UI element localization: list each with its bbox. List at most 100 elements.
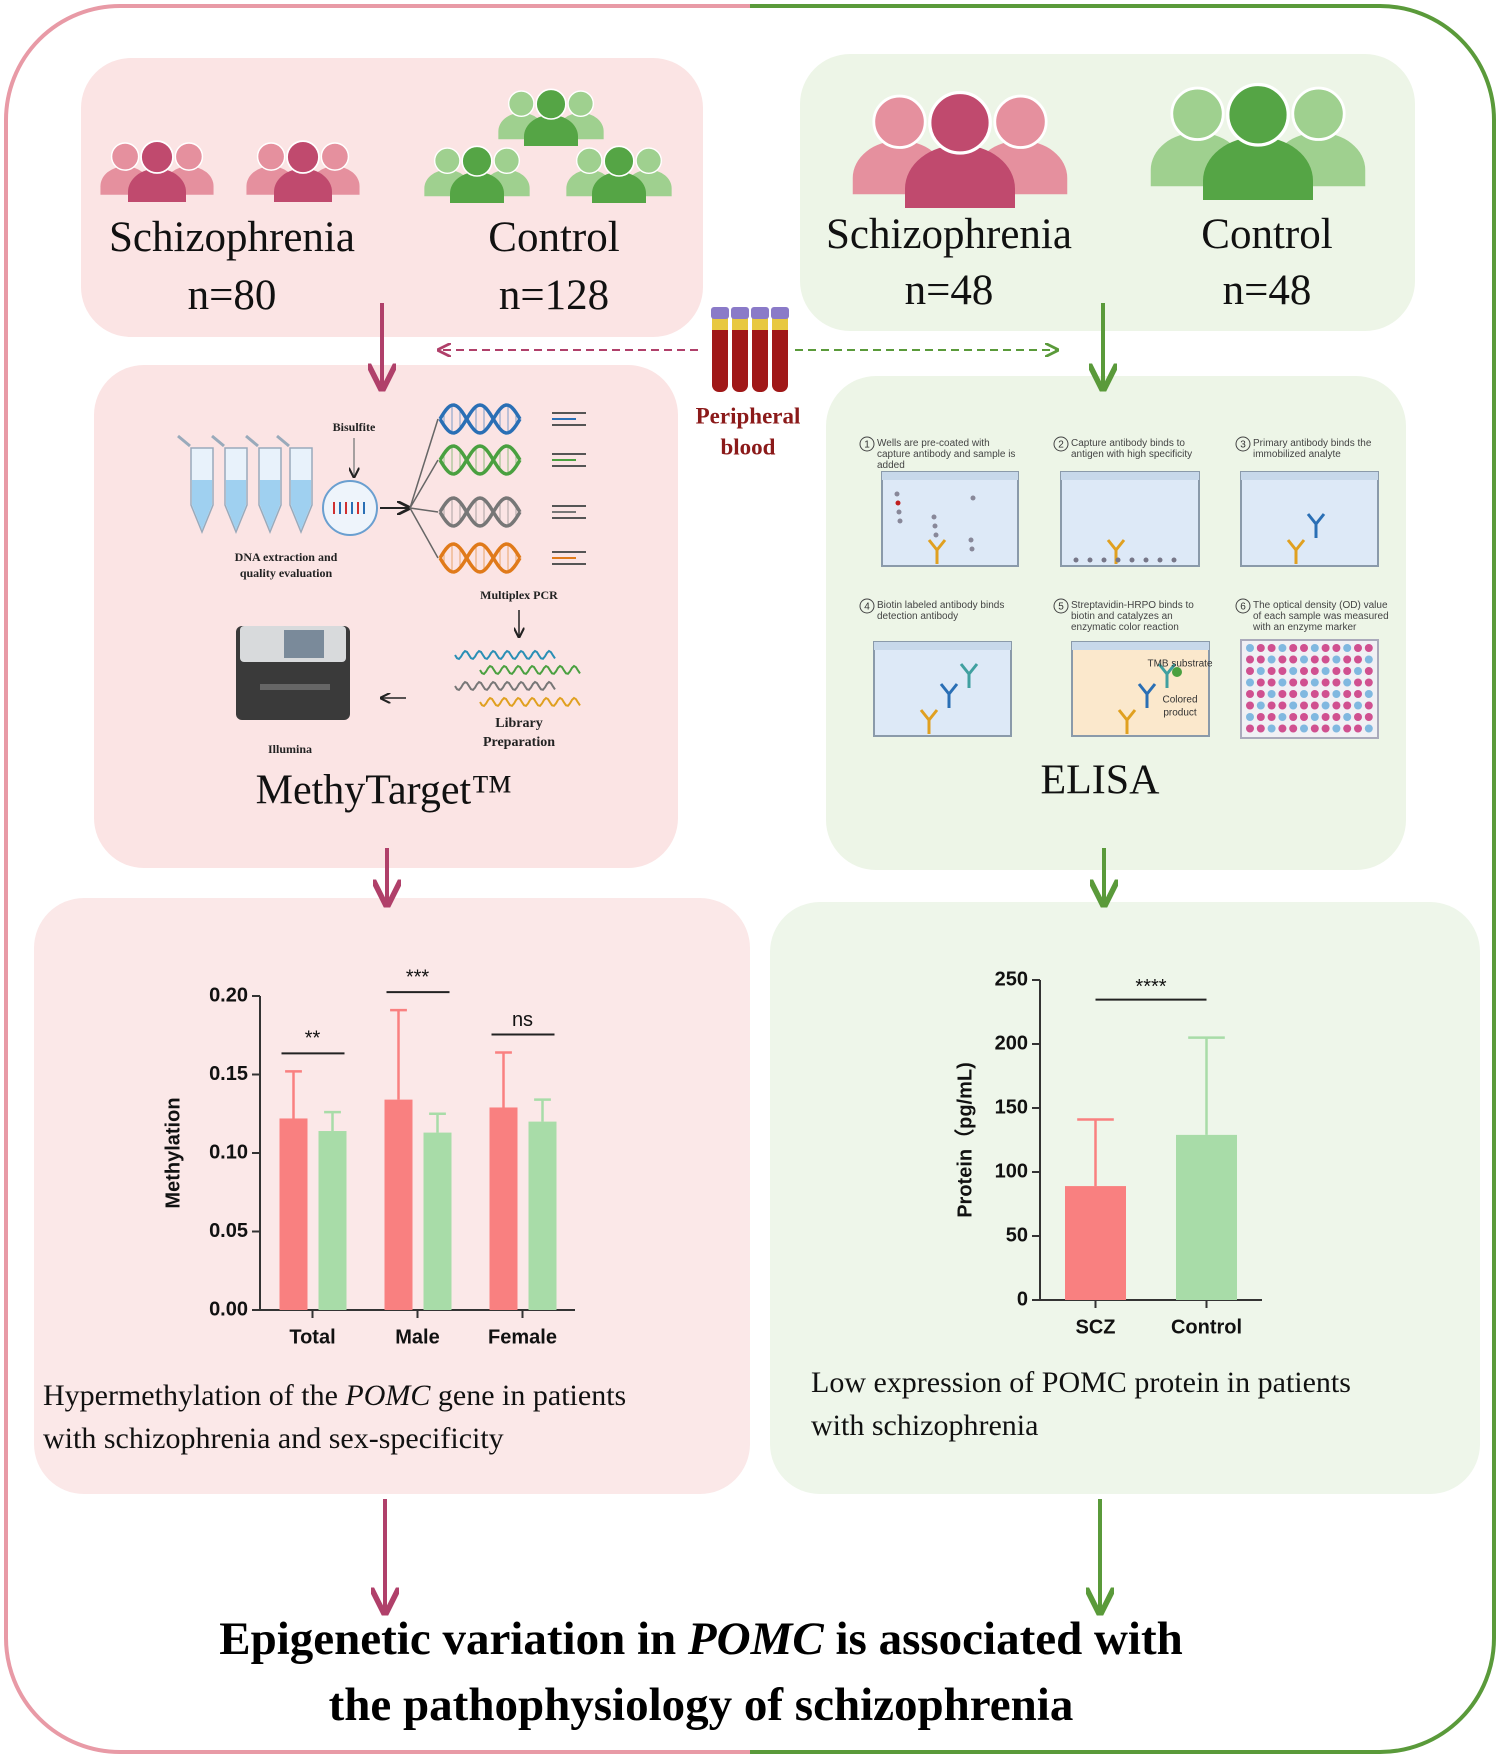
plate-well xyxy=(1289,701,1298,710)
plate-well xyxy=(1364,713,1373,721)
y-tick-label: 0 xyxy=(1017,1288,1028,1310)
tube-cap xyxy=(731,307,749,319)
library-strand xyxy=(454,649,556,661)
helix xyxy=(438,542,522,574)
person-head xyxy=(603,145,635,177)
plate-well xyxy=(1332,644,1341,652)
method-title: MethyTarget™ xyxy=(256,768,513,814)
plate-well xyxy=(1289,713,1298,721)
bar xyxy=(1176,1134,1237,1300)
helix xyxy=(438,403,522,435)
plate-well xyxy=(1246,713,1254,721)
y-tick-label: 100 xyxy=(995,1160,1028,1182)
antigen xyxy=(895,500,901,506)
plate-well xyxy=(1343,724,1352,733)
person-head xyxy=(140,140,174,174)
plate-well xyxy=(1289,667,1298,675)
significance-label: ** xyxy=(305,1028,321,1050)
plate xyxy=(1240,639,1379,739)
plate-well xyxy=(1321,644,1330,652)
conclusion: the pathophysiology of schizophrenia xyxy=(329,1679,1074,1731)
plate-well xyxy=(1246,644,1254,652)
plate-well xyxy=(1321,701,1330,710)
antigen xyxy=(1115,557,1121,563)
caption-text: POMC xyxy=(344,1379,431,1412)
plate-well xyxy=(1343,655,1352,664)
antigen xyxy=(969,546,975,552)
plate-well xyxy=(1321,678,1330,687)
branch xyxy=(409,507,439,559)
step-label: Library xyxy=(495,716,542,731)
plate-well xyxy=(1364,655,1373,664)
error-bar xyxy=(1077,1118,1114,1187)
step-text: Streptavidin-HRPO binds to biotin and ca… xyxy=(1071,600,1194,633)
bar xyxy=(528,1121,557,1310)
caption: with schizophrenia and sex-specificity xyxy=(43,1422,504,1455)
tube-lid xyxy=(211,434,225,448)
plate-well xyxy=(1321,724,1330,733)
plate-well xyxy=(1354,667,1362,675)
step-text: The optical density (OD) value of each s… xyxy=(1253,600,1389,633)
plate-well xyxy=(1321,713,1330,721)
step-number: 1 xyxy=(864,440,870,451)
well xyxy=(881,471,1019,567)
bar xyxy=(279,1118,308,1310)
x-tick-label: Control xyxy=(1171,1316,1242,1338)
group-size: n=128 xyxy=(499,272,609,319)
person-head xyxy=(507,90,535,117)
plate-well xyxy=(1332,713,1341,721)
group-size: n=48 xyxy=(905,267,994,314)
plate-well xyxy=(1289,644,1298,652)
plate-well xyxy=(1354,678,1362,687)
caption-text: with schizophrenia and sex-specificity xyxy=(43,1422,504,1455)
conclusion-text: the pathophysiology of schizophrenia xyxy=(329,1679,1074,1731)
plate-well xyxy=(1364,724,1373,733)
significance-label: ns xyxy=(512,1009,533,1031)
plate-well xyxy=(1310,724,1319,733)
plate-well xyxy=(1300,644,1308,652)
plate-well xyxy=(1289,724,1298,733)
plate-well xyxy=(1364,690,1373,698)
plate-well xyxy=(1256,667,1265,675)
conclusion-text: is associated with xyxy=(824,1613,1183,1665)
plate-well xyxy=(1300,713,1308,721)
helix xyxy=(438,444,522,476)
enzyme xyxy=(1172,667,1182,677)
plate-well xyxy=(1278,690,1287,698)
person-head xyxy=(635,147,663,174)
plate-well xyxy=(1256,678,1265,687)
well-label: product xyxy=(1163,708,1197,719)
step-label: Bisulfite xyxy=(333,420,376,434)
plate-well xyxy=(1332,724,1341,733)
border-left xyxy=(4,4,750,1754)
plate-well xyxy=(1332,655,1341,664)
plate-well xyxy=(1364,678,1373,687)
plate-well xyxy=(1267,644,1276,652)
plate-well xyxy=(1289,655,1298,664)
person-head xyxy=(1170,86,1225,141)
plate-well xyxy=(1256,690,1265,698)
antigen xyxy=(1143,557,1149,563)
step-number-circle xyxy=(1053,436,1069,452)
antibody xyxy=(927,539,947,564)
plate-well xyxy=(1256,713,1265,721)
significance-label: **** xyxy=(1135,976,1166,998)
significance-label: *** xyxy=(406,966,430,988)
person-head xyxy=(872,94,927,149)
error-bar xyxy=(534,1098,551,1122)
tube-cap xyxy=(771,307,789,319)
plate-well xyxy=(1310,713,1319,721)
plate-well xyxy=(1278,667,1287,675)
sequencer-screen xyxy=(284,630,324,658)
error-bar xyxy=(429,1112,446,1133)
plate-well xyxy=(1256,655,1265,664)
person-body xyxy=(274,168,332,202)
step-text: Primary antibody binds the immobilized a… xyxy=(1253,438,1372,460)
person-head xyxy=(256,142,286,171)
antigen xyxy=(1129,557,1135,563)
sample-liquid xyxy=(291,480,311,530)
well-rim xyxy=(1072,642,1209,650)
plate-well xyxy=(1256,644,1265,652)
conclusion-text: Epigenetic variation in xyxy=(219,1613,688,1665)
tube-body xyxy=(752,318,768,392)
